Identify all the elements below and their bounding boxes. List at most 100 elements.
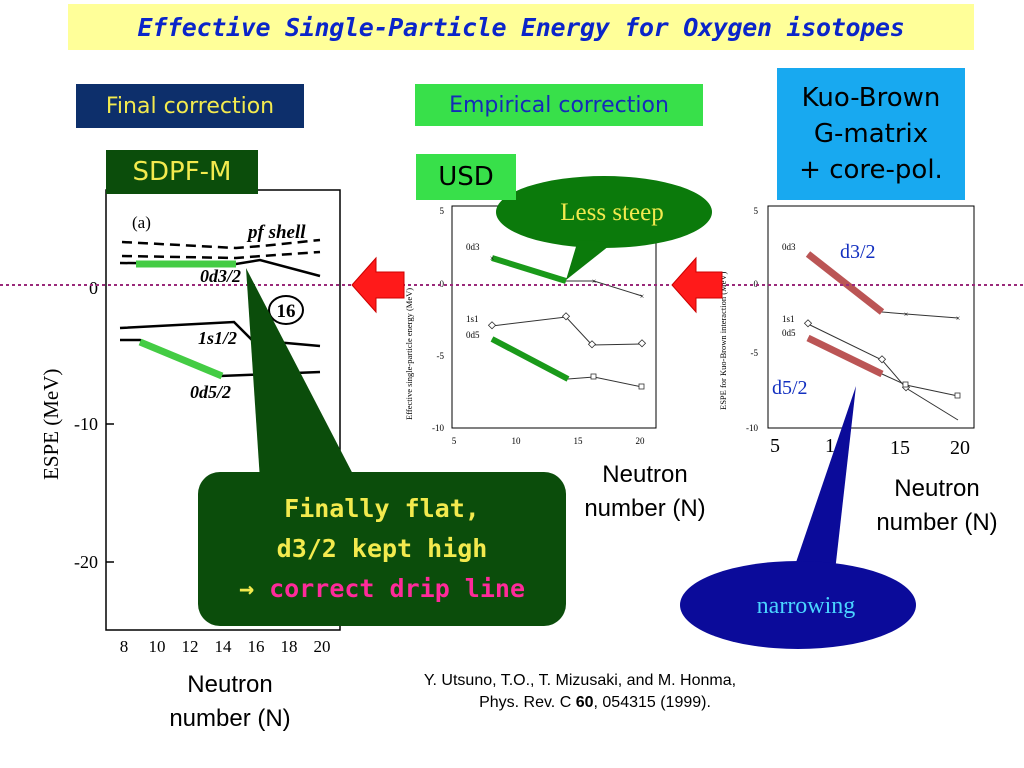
finally-flat-line-3: → correct drip line xyxy=(239,569,525,609)
left-x-axis-label: Neutron number (N) xyxy=(140,668,320,736)
right-line-1s1 xyxy=(807,323,959,421)
left-x-label-line-1: Neutron xyxy=(187,671,273,698)
badge-text: 16 xyxy=(277,301,296,322)
svg-text:×: × xyxy=(592,277,597,286)
mid-green-marker-0d5 xyxy=(490,336,570,382)
kuo-brown-label: Kuo-Brown G-matrix + core-pol. xyxy=(777,68,965,200)
right-red-marker-d32 xyxy=(805,251,885,315)
arrow-right-icon: → xyxy=(239,574,255,603)
left-x-tick-6: 20 xyxy=(314,637,331,656)
red-arrow-left-1 xyxy=(351,256,405,314)
svg-text:×: × xyxy=(490,254,495,263)
svg-text:×: × xyxy=(640,292,645,301)
mid-level-label-0d5: 0d5 xyxy=(466,330,480,340)
mid-y-tick-0: 5 xyxy=(440,206,445,216)
mid-level-label-1s1: 1s1 xyxy=(466,314,479,324)
level-1s12-label: 1s1/2 xyxy=(198,328,237,348)
narrowing-text: narrowing xyxy=(757,593,856,619)
right-panel: 5 0 -5 -10 ESPE for Kuo-Brown interactio… xyxy=(718,205,975,459)
left-y-axis-label: ESPE (MeV) xyxy=(39,369,63,480)
mid-x-label-line-1: Neutron xyxy=(602,461,688,488)
narrowing-bubble xyxy=(680,561,916,649)
right-level-label-0d3: 0d3 xyxy=(782,242,796,252)
left-y-tick-0: 0 xyxy=(89,278,98,298)
left-x-tick-3: 14 xyxy=(215,637,233,656)
left-x-tick-2: 12 xyxy=(182,637,199,656)
finally-flat-line-1: Finally flat, xyxy=(284,494,480,523)
mid-x-tick-3: 20 xyxy=(636,436,646,446)
less-steep-bubble xyxy=(496,176,712,248)
level-0d32-label: 0d3/2 xyxy=(200,266,241,286)
svg-text:×: × xyxy=(904,310,909,319)
level-1s12-line xyxy=(119,320,321,348)
citation-line-2: Phys. Rev. C 60, 054315 (1999). xyxy=(370,692,790,714)
empirical-correction-label: Empirical correction xyxy=(415,84,703,126)
mid-y-tick-3: -10 xyxy=(432,423,444,433)
finally-flat-tail xyxy=(246,268,356,480)
mid-green-marker-0d3 xyxy=(491,255,567,284)
mid-y-tick-1: 0 xyxy=(440,279,445,289)
citation-journal: Phys. Rev. C xyxy=(479,694,576,711)
mid-level-label-0d3: 0d3 xyxy=(466,242,480,252)
finally-flat-line-2: d3/2 kept high xyxy=(276,534,488,563)
kuo-brown-line-1: Kuo-Brown xyxy=(801,83,941,113)
svg-text:×: × xyxy=(956,314,961,323)
right-d52-label: d5/2 xyxy=(772,377,808,399)
left-x-tick-0: 8 xyxy=(120,637,129,656)
right-y-tick-2: -5 xyxy=(751,348,759,358)
kuo-brown-line-3: + core-pol. xyxy=(799,155,943,185)
right-x-tick-1: 1 xyxy=(825,435,835,457)
pf-shell-label: pf shell xyxy=(246,222,306,243)
less-steep-text: Less steep xyxy=(560,199,663,226)
left-x-tick-5: 18 xyxy=(281,637,298,656)
kuo-brown-line-2: G-matrix xyxy=(813,119,929,149)
mid-x-tick-2: 15 xyxy=(574,436,584,446)
right-level-label-0d5: 0d5 xyxy=(782,328,796,338)
left-x-tick-1: 10 xyxy=(149,637,166,656)
mid-x-tick-0: 5 xyxy=(452,436,457,446)
right-x-axis-label: Neutron number (N) xyxy=(850,472,1024,540)
right-x-tick-3: 20 xyxy=(950,437,970,459)
level-0d52-label: 0d5/2 xyxy=(190,382,231,402)
pf-shell-dashed-lower xyxy=(121,250,321,260)
left-x-label-line-2: number (N) xyxy=(169,705,291,732)
level-0d52-green-marker xyxy=(138,338,224,380)
drip-line-text: correct drip line xyxy=(269,574,525,603)
final-correction-label: Final correction xyxy=(76,84,304,128)
right-red-marker-d52 xyxy=(806,334,884,378)
mid-x-tick-1: 10 xyxy=(512,436,522,446)
right-x-label-line-2: number (N) xyxy=(876,509,998,536)
citation: Y. Utsuno, T.O., T. Mizusaki, and M. Hon… xyxy=(370,670,790,714)
left-panel-label: (a) xyxy=(132,213,151,232)
right-d32-label: d3/2 xyxy=(840,241,876,263)
right-level-label-1s1: 1s1 xyxy=(782,314,795,324)
mid-y-axis-label: Effective single-particle energy (MeV) xyxy=(404,288,414,420)
red-arrow-left-2 xyxy=(671,256,723,314)
citation-line-1: Y. Utsuno, T.O., T. Mizusaki, and M. Hon… xyxy=(423,672,737,689)
less-steep-bubble-tail xyxy=(566,240,614,280)
badge-circle xyxy=(268,295,304,325)
left-y-tick-2: -20 xyxy=(74,552,98,572)
slide-title: Effective Single-Particle Energy for Oxy… xyxy=(137,12,905,42)
narrowing-tail xyxy=(790,386,856,580)
middle-x-axis-label: Neutron number (N) xyxy=(552,458,738,526)
left-y-tick-1: -10 xyxy=(74,414,98,434)
right-x-tick-0: 5 xyxy=(770,435,780,457)
citation-volume: 60 xyxy=(575,694,594,711)
left-x-tick-4: 16 xyxy=(248,637,265,656)
title-banner: Effective Single-Particle Energy for Oxy… xyxy=(68,4,974,50)
right-y-tick-3: -10 xyxy=(746,423,758,433)
usd-label: USD xyxy=(416,154,516,200)
right-x-tick-2: 15 xyxy=(890,437,910,459)
right-y-axis-label: ESPE for Kuo-Brown interaction (MeV) xyxy=(718,271,728,410)
citation-pages: , 054315 (1999). xyxy=(593,694,711,711)
right-x-label-line-1: Neutron xyxy=(894,475,980,502)
right-y-tick-0: 5 xyxy=(754,206,759,216)
finally-flat-callout: Finally flat, d3/2 kept high → correct d… xyxy=(198,472,566,626)
mid-line-1s1 xyxy=(491,316,643,346)
mid-x-label-line-2: number (N) xyxy=(584,495,706,522)
mid-y-tick-2: -5 xyxy=(437,351,445,361)
sdpf-m-label: SDPF-M xyxy=(106,150,258,194)
pf-shell-dashed-upper xyxy=(121,238,321,250)
